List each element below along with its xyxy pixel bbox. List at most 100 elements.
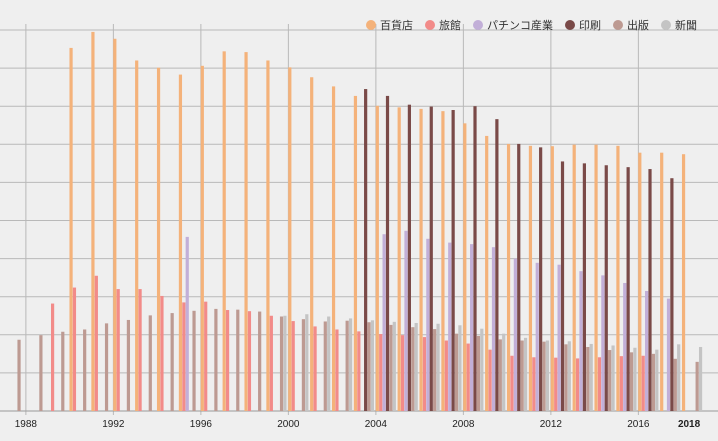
bar-パチンコ産業-2014 [601, 275, 605, 411]
bar-出版-2016 [651, 353, 656, 411]
bar-旅館-1995 [182, 302, 186, 411]
bar-旅館-2007 [444, 340, 448, 411]
bar-百貨店-1996 [200, 65, 204, 411]
bar-出版-2011 [542, 341, 546, 411]
bar-新聞-2014 [611, 345, 615, 411]
bar-百貨店-1992 [113, 38, 117, 411]
bar-百貨店-1995 [178, 74, 183, 411]
bar-百貨店-1994 [156, 67, 161, 411]
bar-百貨店-2015 [616, 145, 620, 411]
bar-旅館-1993 [138, 289, 142, 411]
bar-印刷-2015 [626, 167, 630, 411]
bar-出版-1991 [104, 323, 109, 411]
bar-旅館-2008 [466, 343, 470, 411]
bar-新聞-2006 [436, 323, 440, 411]
bar-新聞-2016 [655, 349, 659, 411]
legend-swatch [565, 20, 575, 30]
bar-旅館-2012 [554, 357, 558, 411]
legend-item-印刷[interactable]: 印刷 [565, 19, 601, 32]
x-tick-label: 2012 [540, 419, 563, 430]
bar-出版-2015 [629, 352, 634, 411]
bar-百貨店-2011 [528, 145, 533, 411]
bar-新聞-2004 [392, 321, 396, 411]
bar-印刷-2004 [385, 95, 390, 411]
bar-パチンコ産業-1995 [185, 236, 189, 411]
legend-label: 新聞 [675, 18, 697, 32]
bar-印刷-2011 [539, 147, 543, 411]
bar-出版-2003 [367, 322, 371, 411]
bar-旅館-1989 [50, 303, 55, 411]
legend[interactable]: 百貨店 旅館 パチンコ産業 印刷 出版 新聞 [366, 18, 697, 32]
bar-出版-1996 [214, 308, 218, 411]
bar-百貨店-1990 [69, 47, 73, 411]
bar-印刷-2003 [364, 89, 368, 411]
bar-旅館-1997 [225, 310, 230, 411]
bar-新聞-2002 [348, 318, 353, 411]
bar-出版-2010 [520, 340, 524, 411]
bar-パチンコ産業-2015 [623, 282, 627, 411]
bar-出版-2014 [608, 350, 612, 411]
legend-item-出版[interactable]: 出版 [613, 18, 649, 32]
legend-swatch [366, 20, 376, 30]
bar-出版-1988 [39, 335, 43, 411]
bar-出版-1995 [192, 310, 196, 411]
bar-新聞-2015 [633, 347, 637, 411]
bar-出版-2018 [695, 361, 699, 411]
bar-旅館-2005 [400, 335, 405, 411]
bar-出版-1992 [126, 319, 131, 411]
bar-パチンコ産業-2017 [666, 298, 671, 411]
bar-百貨店-2010 [506, 143, 511, 412]
legend-label: パチンコ産業 [487, 19, 553, 32]
bar-旅館-2002 [335, 329, 339, 411]
bar-旅館-2016 [641, 355, 645, 411]
legend-item-旅館[interactable]: 旅館 [425, 18, 461, 32]
legend-swatch [473, 20, 483, 30]
bar-旅館-2013 [575, 358, 580, 411]
bar-百貨店-2001 [310, 77, 314, 412]
legend-item-新聞[interactable]: 新聞 [661, 18, 697, 32]
bar-出版-1999 [279, 316, 284, 411]
bar-百貨店-2013 [572, 144, 576, 411]
bar-出版-1997 [236, 309, 240, 411]
bar-旅館-2015 [619, 356, 623, 411]
x-tick-label: 1996 [190, 419, 213, 430]
x-axis: 1988 1992 1996 2000 2004 2008 2012 2016 2018 [15, 419, 701, 430]
legend-label: 出版 [627, 18, 649, 32]
bar-パチンコ産業-2010 [513, 258, 517, 411]
bar-出版-1994 [170, 313, 174, 411]
bar-新聞-1999 [283, 315, 287, 411]
bar-印刷-2007 [451, 110, 455, 411]
bar-百貨店-2002 [331, 86, 336, 411]
legend-item-百貨店[interactable]: 百貨店 [366, 18, 413, 32]
bar-出版-2008 [476, 335, 481, 411]
bar-印刷-2014 [604, 165, 608, 411]
legend-swatch [425, 20, 435, 30]
legend-label: 旅館 [439, 18, 461, 32]
bar-新聞-2011 [545, 340, 550, 411]
bar-パチンコ産業-2011 [535, 262, 539, 411]
bar-新聞-2005 [414, 322, 418, 411]
bar-出版-2006 [433, 329, 437, 411]
bar-旅館-2003 [357, 331, 361, 411]
bar-百貨店-2000 [288, 67, 292, 411]
bar-出版-2013 [586, 346, 590, 411]
bar-印刷-2010 [517, 143, 521, 412]
bar-出版-2017 [673, 358, 677, 411]
bar-パチンコ産業-2006 [426, 238, 430, 411]
bar-百貨店-2018 [681, 154, 686, 411]
bar-新聞-2010 [523, 337, 528, 411]
bar-パチンコ産業-2012 [557, 264, 561, 411]
bar-百貨店-1993 [135, 60, 139, 411]
x-tick-label: 2004 [365, 419, 388, 430]
bar-印刷-2008 [473, 106, 477, 411]
bar-百貨店-2008 [463, 123, 467, 411]
bar-百貨店-2012 [550, 146, 554, 411]
bar-新聞-2008 [480, 328, 484, 411]
bar-百貨店-2017 [660, 152, 664, 411]
legend-label: 印刷 [579, 19, 601, 32]
x-tick-label: 2000 [277, 419, 300, 430]
bar-出版-2009 [498, 339, 502, 411]
bar-百貨店-2009 [485, 135, 489, 412]
bar-旅館-1990 [72, 287, 77, 411]
legend-item-パチンコ産業[interactable]: パチンコ産業 [473, 19, 553, 32]
